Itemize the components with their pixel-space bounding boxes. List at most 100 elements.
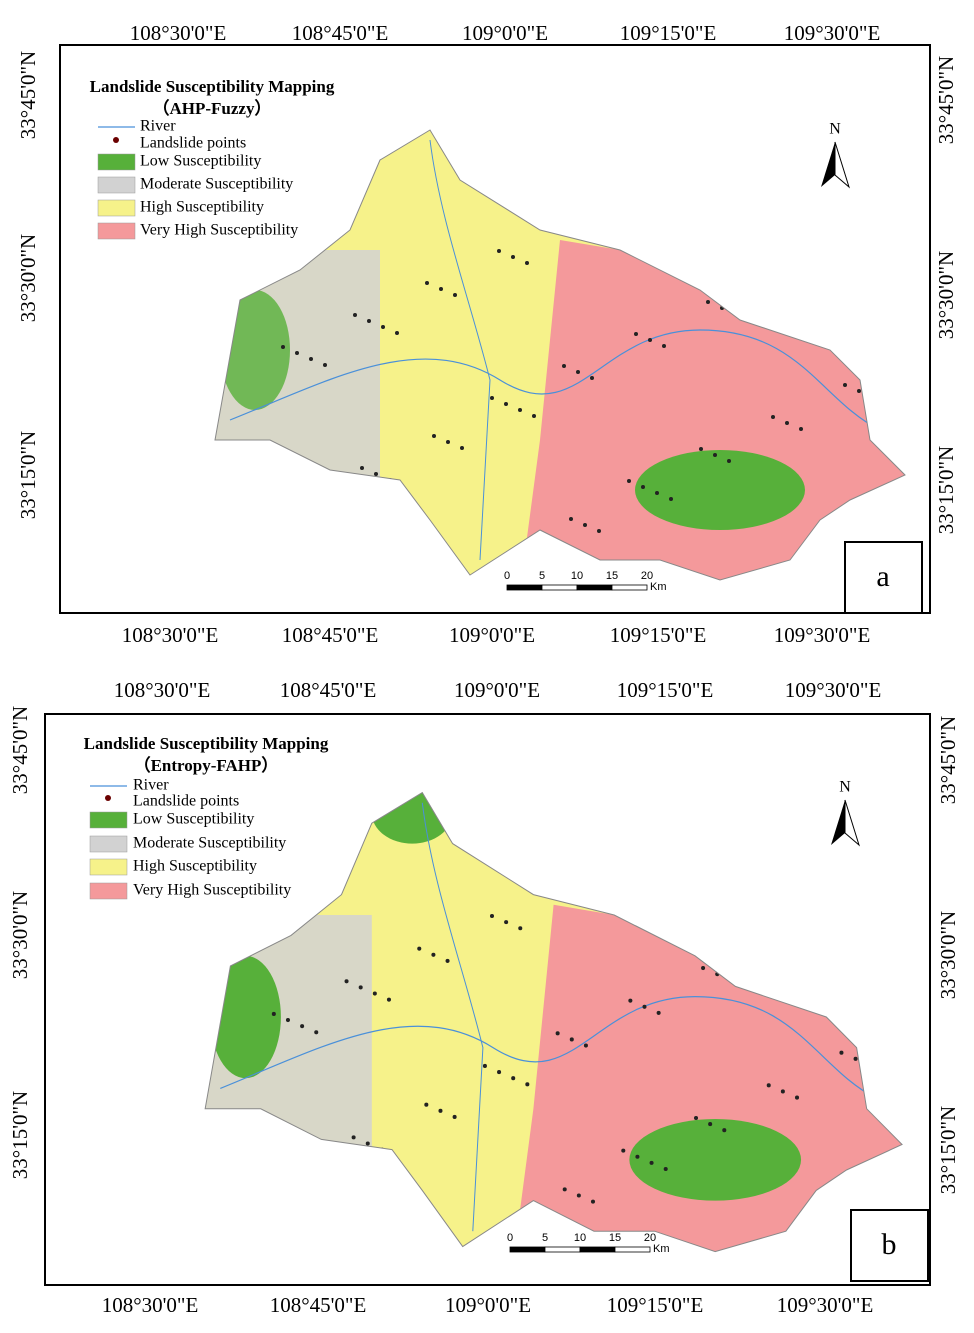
landslide-point <box>295 351 299 355</box>
left-coordinate: 33°30'0"N <box>16 234 40 322</box>
landslide-point <box>764 262 768 266</box>
landslide-point <box>293 1174 298 1179</box>
legend-subtitle: （Entropy-FAHP） <box>134 755 279 775</box>
landslide-point <box>669 497 673 501</box>
river <box>429 139 491 561</box>
legend-swatch <box>89 835 128 853</box>
landslide-point <box>511 255 515 259</box>
right-coordinate: 33°45'0"N <box>936 716 960 804</box>
scale-label: 15 <box>609 1232 621 1244</box>
landslide-point <box>867 1062 872 1067</box>
landslide-point <box>511 1076 516 1081</box>
legend-label: Low Susceptibility <box>140 153 261 170</box>
moderate-zone <box>205 915 372 1252</box>
landslide-point <box>597 529 601 533</box>
legend-label: Landslide points <box>140 135 246 152</box>
landslide-point <box>504 920 509 925</box>
landslide-point <box>846 1206 851 1211</box>
landslide-point <box>871 395 875 399</box>
landslide-point <box>504 402 508 406</box>
landslide-point <box>778 268 782 272</box>
landslide-point <box>344 979 349 984</box>
landslide-point <box>417 946 422 951</box>
river <box>229 329 881 431</box>
legend-label: Very High Susceptibility <box>140 222 298 239</box>
low-zone <box>629 1119 802 1201</box>
bottom-coordinate: 109°15'0"E <box>610 623 707 647</box>
landslide-point <box>766 1083 771 1088</box>
legend-title: Landslide Susceptibility Mapping <box>84 734 329 753</box>
right-coordinate: 33°30'0"N <box>934 251 958 339</box>
landslide-point <box>569 517 573 521</box>
landslide-point <box>555 1031 560 1036</box>
landslide-point <box>372 991 377 996</box>
scale-label: 20 <box>644 1232 656 1244</box>
landslide-point <box>693 1115 699 1121</box>
scale-label: 5 <box>539 570 545 582</box>
bottom-coordinate: 109°15'0"E <box>607 1293 704 1317</box>
panel-letter: a <box>876 560 889 593</box>
landslide-point <box>706 300 710 304</box>
landslide-point <box>590 376 594 380</box>
legend-label: Moderate Susceptibility <box>140 176 293 193</box>
top-coordinate: 108°45'0"E <box>280 678 377 702</box>
scale-segment <box>509 1246 546 1253</box>
landslide-point <box>438 1108 443 1113</box>
landslide-point <box>300 1024 305 1029</box>
bottom-coordinate: 109°30'0"E <box>774 623 871 647</box>
landslide-point <box>497 1070 502 1075</box>
map-panel: 108°30'0"E 108°45'0"E 109°0'0"E 109°15'0"E 1… <box>16 21 958 647</box>
landslide-point <box>365 1141 370 1146</box>
scale-label: 10 <box>571 570 583 582</box>
landslide-point <box>713 453 717 457</box>
letter-box <box>844 541 923 614</box>
landslide-point <box>787 939 792 944</box>
landslide-point <box>759 927 764 932</box>
legend-swatch <box>89 882 128 900</box>
landslide-point <box>525 1082 530 1087</box>
legend-swatch <box>97 176 136 194</box>
scale-segment <box>576 584 613 591</box>
landslide-point <box>424 1102 429 1107</box>
landslide-point <box>708 1122 713 1127</box>
landslide-point <box>288 498 292 502</box>
landslide-point <box>806 280 810 284</box>
scale-segment <box>506 584 543 591</box>
legend-swatch <box>89 811 128 829</box>
landslide-point <box>655 491 659 495</box>
north-label: N <box>829 121 841 138</box>
landslide-point <box>452 1114 457 1119</box>
landslide-point <box>780 1089 785 1094</box>
map-frame <box>59 44 931 614</box>
landslide-point <box>439 287 443 291</box>
top-coordinate: 109°30'0"E <box>784 21 881 45</box>
landslide-point <box>590 1199 596 1204</box>
landslide-point <box>285 1018 290 1023</box>
landslide-point <box>836 530 840 534</box>
landslide-point <box>374 472 378 476</box>
landslide-point <box>425 281 429 285</box>
landslide-point <box>532 414 536 418</box>
landslide-point <box>445 958 450 963</box>
scale-label: 0 <box>507 1232 513 1244</box>
legend-label: High Susceptibility <box>140 199 264 216</box>
landslide-point <box>323 363 327 367</box>
left-coordinate: 33°30'0"N <box>8 891 32 979</box>
bottom-coordinate: 108°45'0"E <box>282 623 379 647</box>
landslide-point <box>367 319 371 323</box>
landslide-point <box>562 364 566 368</box>
top-coordinate: 109°0'0"E <box>454 678 540 702</box>
landslide-point <box>663 1166 668 1172</box>
landslide-point <box>773 933 778 938</box>
north-arrow <box>844 799 860 847</box>
north-arrow <box>821 142 835 187</box>
landslide-point <box>309 357 313 361</box>
north-arrow <box>834 141 850 189</box>
top-coordinate: 109°0'0"E <box>462 21 548 45</box>
panel-letter: b <box>882 1228 897 1261</box>
right-coordinate: 33°30'0"N <box>936 911 960 999</box>
landslide-point <box>248 912 253 918</box>
low-zone <box>220 290 290 410</box>
low-zone <box>371 792 453 844</box>
landslide-point <box>281 345 285 349</box>
